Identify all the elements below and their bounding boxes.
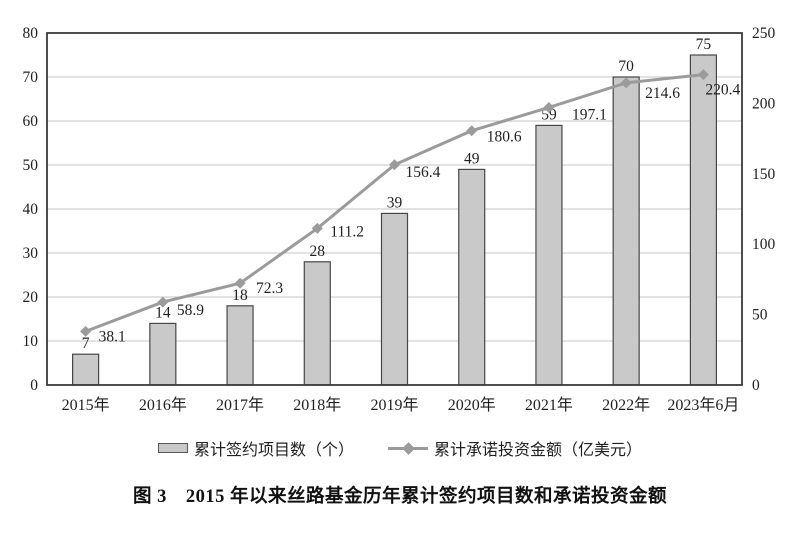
x-axis-category-label: 2017年 <box>216 396 264 414</box>
x-axis-category-label: 2020年 <box>448 396 496 414</box>
right-axis-tick-label: 150 <box>752 166 776 183</box>
bar-series-swatch <box>157 443 188 453</box>
bar-value-label: 7 <box>82 335 90 352</box>
x-axis-category-label: 2022年 <box>602 396 650 414</box>
line-marker <box>620 77 632 89</box>
bar <box>226 305 254 386</box>
line-marker <box>543 101 555 113</box>
line-value-label: 156.4 <box>406 164 441 181</box>
right-axis-tick-label: 0 <box>752 377 760 394</box>
line-marker <box>234 277 246 289</box>
left-axis-tick-label: 40 <box>23 201 39 218</box>
x-axis-category-label: 2023年6月 <box>667 396 739 414</box>
left-axis-tick-label: 80 <box>23 25 39 42</box>
bar <box>149 322 177 386</box>
line-value-label: 220.4 <box>705 82 740 99</box>
bar-value-label: 39 <box>387 194 403 211</box>
bar <box>689 54 717 386</box>
line-marker <box>466 125 478 137</box>
right-axis-tick-label: 100 <box>752 236 776 253</box>
left-axis-tick-label: 10 <box>23 333 39 350</box>
bar-value-label: 14 <box>155 304 171 321</box>
x-axis-category-label: 2018年 <box>293 396 341 414</box>
chart: 7 14 18 28 39 49 59 70 75 38.1 58.9 72.3 111.2 156.4 1… <box>23 25 776 414</box>
line-series-swatch <box>388 442 428 455</box>
legend-item-projects: 累计签约项目数（个） <box>157 436 354 460</box>
line-value-label: 197.1 <box>572 106 607 123</box>
line-value-label: 38.1 <box>99 328 126 345</box>
bar-value-label: 18 <box>232 287 248 304</box>
bar <box>303 261 331 386</box>
x-axis-category-label: 2016年 <box>139 396 187 414</box>
line-value-label: 111.2 <box>330 223 364 240</box>
line-value-label: 214.6 <box>645 85 680 102</box>
legend-label-investment: 累计承诺投资金额（亿美元） <box>434 442 643 459</box>
legend-item-investment: 累计承诺投资金额（亿美元） <box>388 436 642 460</box>
chart-legend: 累计签约项目数（个） 累计承诺投资金额（亿美元） <box>0 436 800 460</box>
legend-label-projects: 累计签约项目数（个） <box>193 442 354 459</box>
plot-frame <box>46 32 743 386</box>
left-axis-tick-label: 0 <box>30 377 38 394</box>
line-marker <box>389 159 400 171</box>
bar <box>535 124 563 386</box>
line-marker <box>697 69 709 81</box>
left-axis-tick-label: 50 <box>23 157 39 174</box>
left-axis-tick-label: 20 <box>23 289 39 306</box>
left-axis-tick-label: 70 <box>23 69 39 86</box>
line-marker <box>157 296 169 308</box>
bar <box>380 212 409 386</box>
x-axis-category-label: 2021年 <box>525 396 573 414</box>
line-value-label: 72.3 <box>256 280 283 297</box>
bar <box>458 168 486 386</box>
left-axis-tick-label: 60 <box>23 113 39 130</box>
left-axis-tick-label: 30 <box>23 245 39 262</box>
line-marker <box>80 325 92 337</box>
line-value-label: 180.6 <box>487 129 522 146</box>
bar-value-label: 75 <box>696 36 712 53</box>
bar-value-label: 28 <box>310 243 326 260</box>
bar-value-label: 59 <box>541 106 557 123</box>
x-axis-category-label: 2019年 <box>370 396 418 414</box>
bar <box>72 353 100 386</box>
bar-value-label: 49 <box>464 150 480 167</box>
line-marker <box>311 222 323 234</box>
line-value-label: 58.9 <box>177 302 204 319</box>
x-axis-category-label: 2015年 <box>62 396 110 414</box>
bar-value-label: 70 <box>618 58 634 75</box>
right-axis-tick-label: 50 <box>752 307 768 324</box>
right-axis-tick-label: 250 <box>752 25 776 42</box>
diamond-marker-icon <box>402 442 415 455</box>
bar <box>612 76 640 386</box>
figure-caption: 图 3 2015 年以来丝路基金历年累计签约项目数和承诺投资金额 <box>132 487 667 507</box>
right-axis-tick-label: 200 <box>752 95 776 112</box>
